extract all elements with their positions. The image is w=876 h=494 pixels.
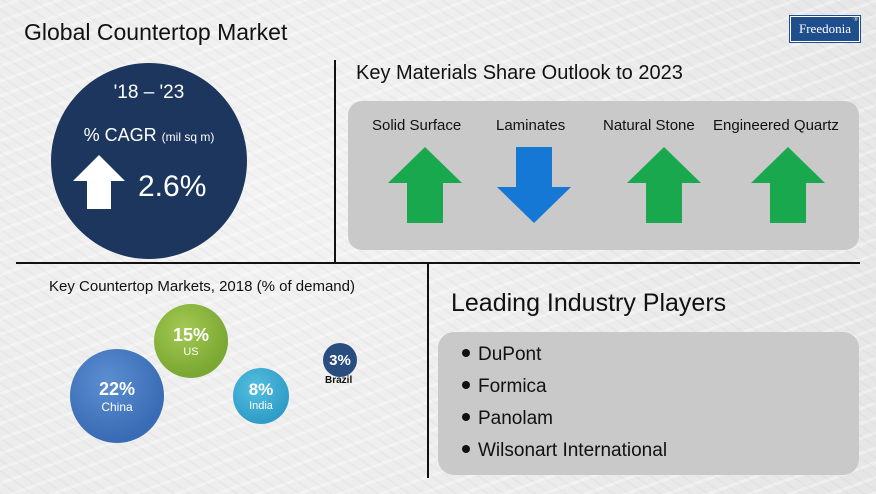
player-item: DuPont — [462, 344, 541, 366]
up-arrow-icon — [751, 147, 825, 223]
page-title: Global Countertop Market — [24, 19, 288, 45]
up-arrow-icon — [388, 147, 462, 223]
market-bubble-india: 8% India — [233, 368, 289, 424]
players-title: Leading Industry Players — [451, 289, 727, 317]
markets-title: Key Countertop Markets, 2018 (% of deman… — [49, 278, 355, 295]
market-bubble-brazil: 3% — [323, 343, 357, 377]
cagr-period: '18 – '23 — [113, 82, 185, 103]
material-label-engineered-quartz: Engineered Quartz — [713, 117, 839, 134]
bullet-icon — [462, 444, 470, 453]
cagr-circle — [51, 63, 247, 259]
cagr-value: 2.6% — [138, 170, 207, 203]
logo-text: Freedonia — [799, 21, 851, 36]
market-pct: 3% — [329, 351, 351, 369]
up-arrow-icon — [73, 155, 125, 209]
up-arrow-icon — [627, 147, 701, 223]
vertical-divider-top — [334, 60, 336, 264]
material-label-natural-stone: Natural Stone — [603, 117, 695, 134]
market-bubble-us: 15% US — [154, 304, 228, 378]
cagr-label: % CAGR (mil sq m) — [51, 125, 247, 146]
players-panel — [438, 332, 859, 475]
market-name-brazil: Brazil — [325, 375, 353, 386]
player-name: Wilsonart International — [478, 440, 668, 461]
market-pct: 15% — [172, 324, 210, 345]
player-name: Panolam — [478, 408, 553, 429]
down-arrow-icon — [497, 147, 571, 223]
cagr-unit: (mil sq m) — [161, 130, 215, 144]
logo-registered-mark: ® — [853, 17, 858, 23]
player-item: Panolam — [462, 408, 553, 430]
materials-title: Key Materials Share Outlook to 2023 — [356, 62, 683, 84]
freedonia-logo: Freedonia ® — [789, 15, 861, 43]
player-name: Formica — [478, 376, 547, 397]
market-name: India — [249, 400, 273, 412]
bullet-icon — [462, 380, 470, 389]
bullet-icon — [462, 348, 470, 357]
horizontal-divider — [16, 262, 860, 264]
market-name: China — [101, 399, 133, 414]
cagr-label-text: % CAGR — [83, 125, 157, 145]
material-label-solid-surface: Solid Surface — [372, 117, 462, 134]
player-item: Wilsonart International — [462, 440, 667, 462]
player-item: Formica — [462, 376, 547, 398]
market-bubble-china: 22% China — [70, 349, 164, 443]
market-pct: 8% — [248, 380, 274, 399]
vertical-divider-bottom — [427, 264, 429, 478]
market-name: US — [183, 345, 199, 358]
bullet-icon — [462, 412, 470, 421]
material-label-laminates: Laminates — [496, 117, 566, 134]
market-pct: 22% — [98, 378, 136, 399]
player-name: DuPont — [478, 344, 542, 365]
